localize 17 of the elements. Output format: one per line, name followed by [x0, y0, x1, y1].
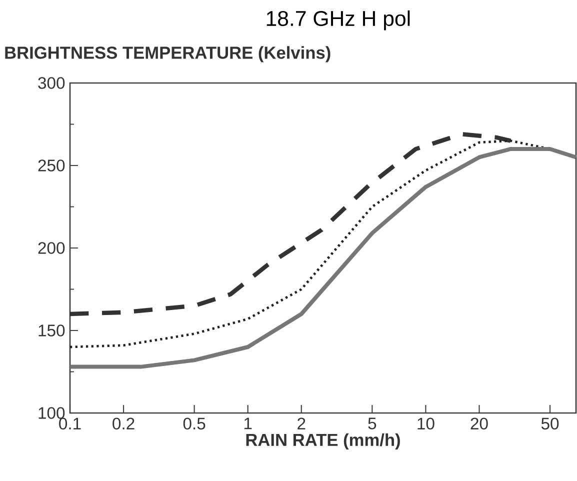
y-tick-label: 250 — [38, 160, 65, 172]
x-tick-label: 0.5 — [183, 418, 206, 430]
chart-title: 18.7 GHz H pol — [266, 10, 410, 30]
x-tick-label: 0.1 — [59, 418, 81, 430]
x-tick-label: 1 — [244, 418, 252, 430]
x-tick-label: 0.2 — [112, 418, 134, 430]
x-tick-label: 20 — [470, 418, 488, 430]
x-tick-label: 50 — [541, 418, 559, 430]
y-axis-title: BRIGHTNESS TEMPERATURE (Kelvins) — [5, 46, 330, 62]
y-tick-label: 100 — [38, 407, 65, 419]
y-tick-label: 150 — [38, 324, 65, 336]
x-tick-label: 2 — [298, 418, 306, 430]
x-tick-label: 5 — [368, 418, 376, 430]
x-axis-title: RAIN RATE (mm/h) — [246, 433, 400, 450]
y-tick-label: 200 — [38, 242, 65, 254]
x-tick-label: 10 — [418, 418, 434, 430]
y-tick-label: 300 — [38, 77, 65, 89]
